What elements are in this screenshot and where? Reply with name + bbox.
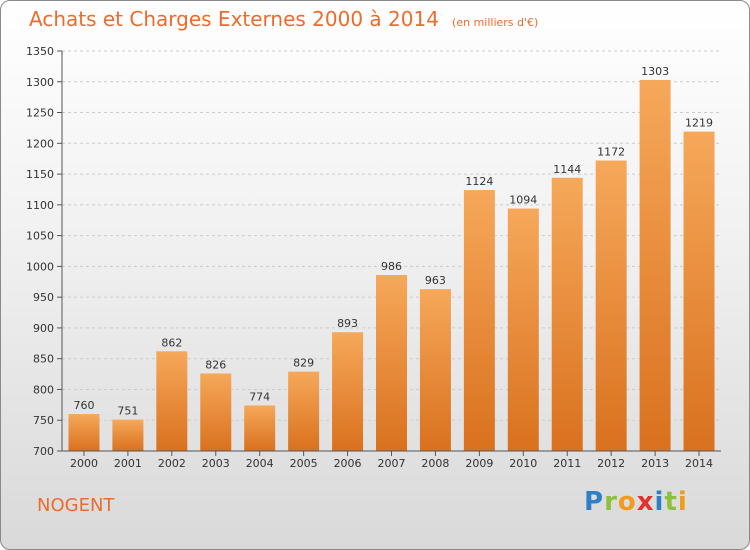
logo-letter: i [677,487,688,517]
bar-value-label: 893 [337,317,358,330]
y-tick-label: 900 [33,322,54,335]
x-tick-label: 2012 [597,457,625,470]
bar-value-label: 1303 [641,65,669,78]
x-tick-label: 2000 [70,457,98,470]
bar [156,351,188,451]
y-tick-label: 700 [33,445,54,458]
proxiti-logo: Proxiti [584,487,688,517]
logo-letter: o [617,487,637,517]
bar-value-label: 963 [425,274,446,287]
bar [551,177,583,451]
bar-value-label: 760 [73,399,94,412]
x-tick-label: 2013 [641,457,669,470]
y-tick-label: 1350 [26,45,54,58]
x-tick-label: 2007 [378,457,406,470]
bar [200,373,232,451]
bar-value-label: 774 [249,390,270,403]
bar-value-label: 751 [117,405,138,418]
x-tick-label: 2010 [509,457,537,470]
x-tick-label: 2011 [553,457,581,470]
bar-value-label: 1144 [553,163,581,176]
bar [419,289,451,451]
unit-text: (en milliers d'€) [452,16,539,29]
bar-value-label: 1094 [509,194,537,207]
bar-value-label: 986 [381,260,402,273]
axes: 700 750 800 850 900 950 1000 1050 1100 1150 1200 12… [26,45,721,470]
bar [332,332,364,451]
x-tick-label: 2005 [290,457,318,470]
logo-letter: x [636,487,655,517]
y-tick-label: 950 [33,291,54,304]
x-tick-label: 2004 [246,457,274,470]
title-text: Achats et Charges Externes 2000 à 2014 [29,7,439,31]
chart-title: Achats et Charges Externes 2000 à 2014 (… [29,7,538,31]
y-tick-label: 850 [33,353,54,366]
bar-value-label: 862 [161,336,182,349]
logo-letter: i [654,487,665,517]
data-labels: 760 751 862 826 774 829 893 986 963 1124 1094 1144 1… [73,65,713,418]
bar [112,419,144,451]
bar [639,79,671,451]
x-tick-label: 2009 [465,457,493,470]
bar [683,131,715,451]
x-tick-label: 2008 [421,457,449,470]
bar [288,371,320,451]
x-tick-label: 2001 [114,457,142,470]
bar [463,190,495,452]
bar [376,275,407,451]
bar [244,405,276,451]
y-tick-label: 1150 [26,168,54,181]
bar [595,160,627,452]
logo-letter: t [664,487,678,517]
bar-value-label: 826 [205,358,226,371]
bars [68,79,715,452]
bar-value-label: 1219 [685,117,713,130]
bar-value-label: 1172 [597,146,625,159]
logo-letter: P [584,487,605,517]
y-tick-label: 1250 [26,107,54,120]
x-tick-label: 2002 [158,457,186,470]
y-tick-label: 750 [33,414,54,427]
y-tick-label: 1000 [26,260,54,273]
bar-value-label: 1124 [465,175,493,188]
x-tick-label: 2014 [685,457,713,470]
x-tick-label: 2003 [202,457,230,470]
y-tick-label: 1200 [26,137,54,150]
logo-letter: r [604,487,618,517]
bar-value-label: 829 [293,357,314,370]
commune-name: NOGENT [37,495,115,516]
y-tick-label: 1100 [26,199,54,212]
y-tick-label: 1050 [26,230,54,243]
x-tick-label: 2006 [334,457,362,470]
y-tick-label: 800 [33,383,54,396]
bar [507,208,539,451]
bar [68,414,100,451]
y-tick-label: 1300 [26,76,54,89]
